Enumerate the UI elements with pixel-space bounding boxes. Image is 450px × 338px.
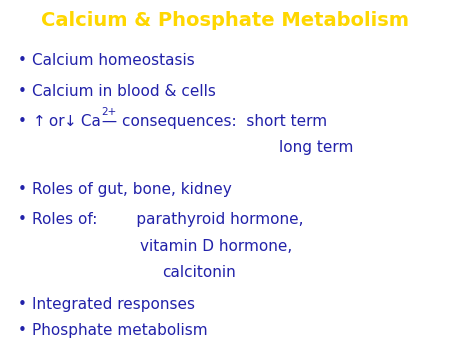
Text: Calcium in blood & cells: Calcium in blood & cells [32, 84, 216, 99]
Text: ↑: ↑ [32, 114, 45, 129]
Text: — consequences:  short term: — consequences: short term [97, 114, 327, 129]
Text: vitamin D hormone,: vitamin D hormone, [140, 239, 292, 254]
Text: Phosphate metabolism: Phosphate metabolism [32, 323, 208, 338]
Text: Roles of:        parathyroid hormone,: Roles of: parathyroid hormone, [32, 212, 304, 227]
Text: 2+: 2+ [101, 107, 117, 117]
Text: ↓: ↓ [64, 114, 76, 129]
Text: •: • [18, 84, 27, 99]
Text: •: • [18, 182, 27, 197]
Text: •: • [18, 297, 27, 312]
Text: •: • [18, 114, 27, 129]
Text: or: or [44, 114, 70, 129]
Text: •: • [18, 212, 27, 227]
Text: •: • [18, 53, 27, 68]
Text: Ca: Ca [76, 114, 101, 129]
Text: calcitonin: calcitonin [162, 265, 236, 280]
Text: Roles of gut, bone, kidney: Roles of gut, bone, kidney [32, 182, 232, 197]
Text: •: • [18, 323, 27, 338]
Text: Calcium & Phosphate Metabolism: Calcium & Phosphate Metabolism [41, 11, 409, 30]
Text: Integrated responses: Integrated responses [32, 297, 195, 312]
Text: long term: long term [279, 140, 353, 154]
Text: Calcium homeostasis: Calcium homeostasis [32, 53, 195, 68]
